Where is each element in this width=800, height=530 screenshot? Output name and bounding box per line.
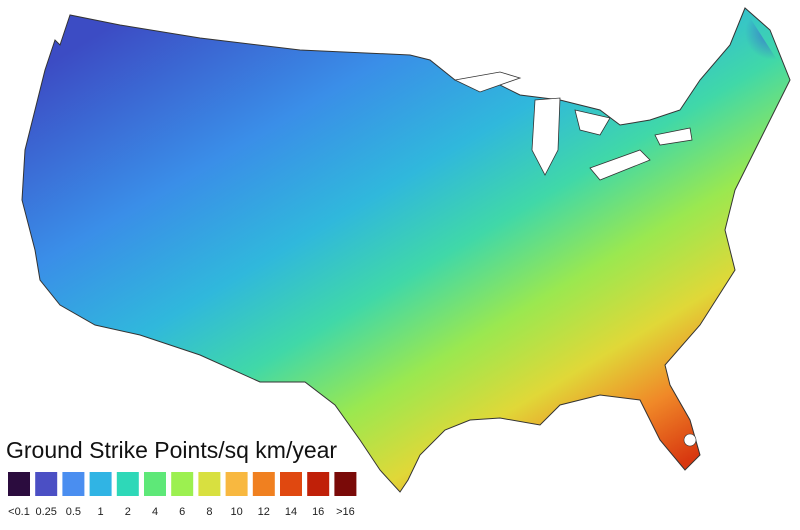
legend-swatch [35, 472, 58, 496]
legend-swatch [116, 472, 139, 496]
legend-swatch [62, 472, 85, 496]
legend-swatch [8, 472, 30, 496]
legend-swatch [89, 472, 112, 496]
legend-label: 6 [179, 506, 185, 518]
legend-swatch [334, 472, 357, 496]
legend-swatch [225, 472, 248, 496]
legend-label: >16 [336, 506, 355, 518]
northeast-tone [640, 10, 790, 160]
legend-swatch [144, 472, 166, 496]
legend-swatch [198, 472, 221, 496]
legend-label: 2 [125, 506, 131, 518]
legend-swatch [252, 472, 275, 496]
legend-label: 1 [98, 506, 104, 518]
legend-label: 8 [206, 506, 212, 518]
legend: <0.1 0.25 0.5 1 2 4 6 8 10 12 14 16 >16 [8, 472, 357, 518]
legend-label: 0.5 [66, 506, 81, 518]
legend-label: <0.1 [8, 506, 30, 518]
legend-label: 4 [152, 506, 158, 518]
legend-swatch [307, 472, 330, 496]
great-lakes [453, 71, 693, 181]
legend-swatch [171, 472, 194, 496]
legend-label: 16 [312, 506, 324, 518]
legend-swatch [280, 472, 302, 496]
legend-label: 12 [258, 506, 270, 518]
legend-label: 0.25 [35, 506, 56, 518]
legend-label: 10 [230, 506, 242, 518]
legend-label: 14 [285, 506, 297, 518]
us-outline [21, 7, 791, 493]
lake-okeechobee [683, 433, 697, 447]
legend-title: Ground Strike Points/sq km/year [6, 437, 337, 463]
